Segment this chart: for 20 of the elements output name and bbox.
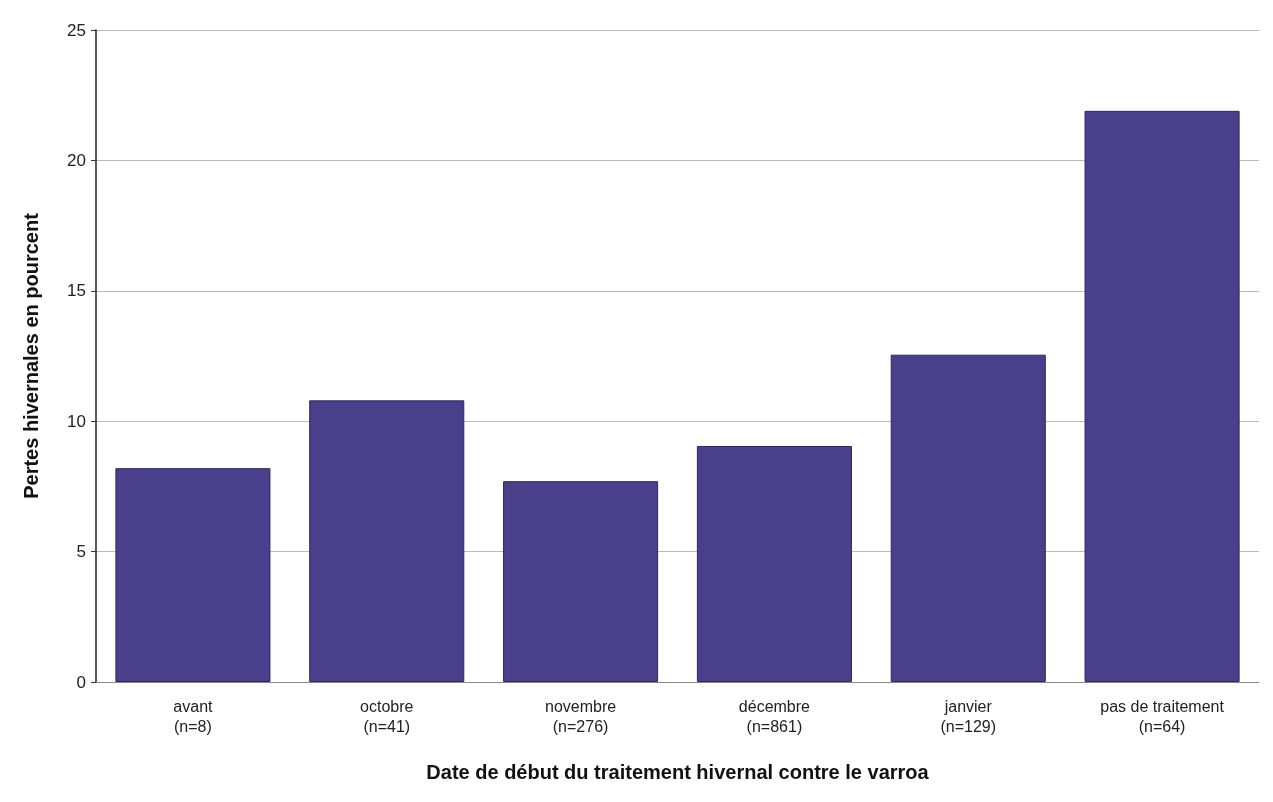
x-tick-label: avant (n=8) [173,697,214,735]
y-tick-label: 0 [76,672,86,692]
x-tick-label: pas de traitement (n=64) [1100,697,1225,735]
x-axis-title: Date de début du traitement hivernal contre le varroa [426,761,930,783]
bar [696,445,852,682]
bar [115,468,271,682]
bar [503,481,659,682]
y-axis-title: Pertes hivernales en pourcent [20,212,42,499]
bar [309,400,465,682]
y-tick-label: 20 [67,150,86,170]
bar [890,354,1046,682]
bar [1084,110,1240,682]
x-tick-label: janvier (n=129) [940,697,997,735]
x-tick-label: novembre (n=276) [545,697,617,735]
y-tick-label: 5 [76,542,86,562]
y-tick-label: 10 [67,411,86,431]
y-tick-label: 25 [67,20,86,40]
y-tick-label: 15 [67,281,86,301]
x-tick-label: octobre (n=41) [360,697,414,735]
x-tick-label: décembre (n=861) [738,697,811,735]
